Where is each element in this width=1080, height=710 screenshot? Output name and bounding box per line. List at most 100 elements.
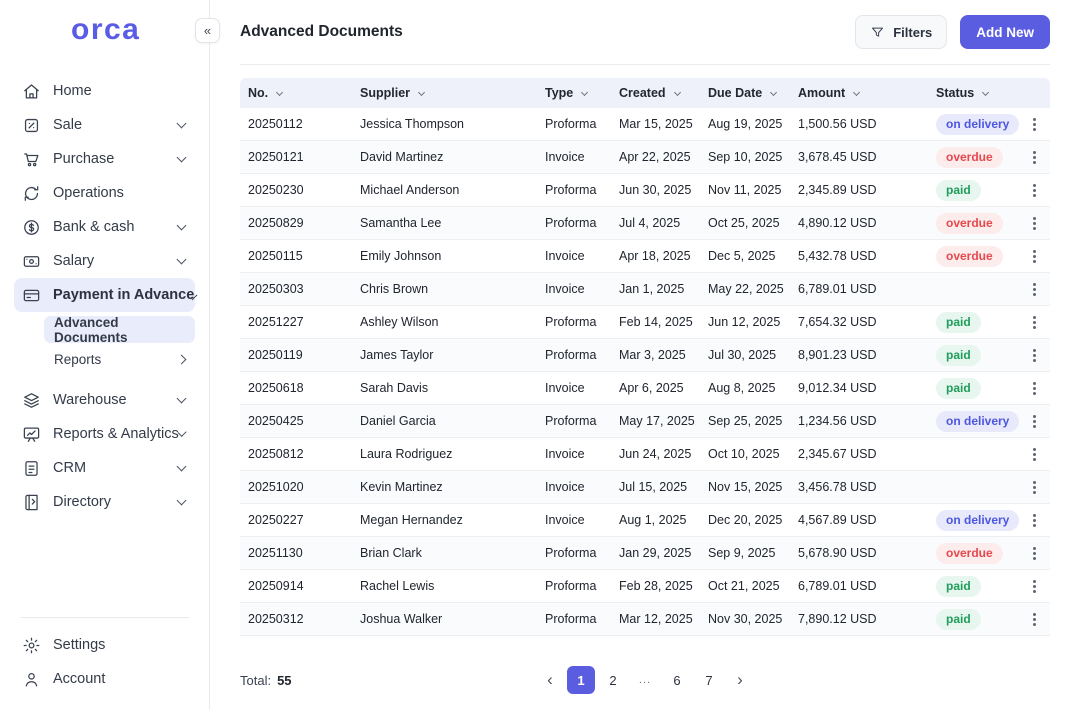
sidebar-item-reports-analytics[interactable]: Reports & Analytics	[14, 417, 195, 451]
column-header-status[interactable]: Status	[928, 86, 1022, 100]
kebab-dots	[1032, 485, 1036, 489]
sidebar-item-crm[interactable]: CRM	[14, 451, 195, 485]
sidebar-item-account[interactable]: Account	[14, 662, 195, 696]
cell-amount: 5,432.78 USD	[798, 249, 877, 263]
table-row: 20250312 Joshua Walker Proforma Mar 12, 202…	[240, 603, 1050, 636]
column-header-no[interactable]: No.	[240, 86, 352, 100]
column-label: Type	[545, 86, 574, 100]
row-actions-kebab-icon[interactable]	[1022, 145, 1046, 169]
pagination-page-7[interactable]: 7	[705, 672, 713, 688]
chevron-down-icon	[176, 461, 187, 472]
column-label: Due Date	[708, 86, 763, 100]
cell-no: 20250119	[248, 348, 303, 362]
status-badge: overdue	[936, 245, 1003, 267]
cell-created: Jul 4, 2025	[619, 216, 681, 230]
cell-amount: 5,678.90 USD	[798, 546, 877, 560]
sidebar-item-label: Warehouse	[53, 392, 127, 408]
sidebar-item-bank-cash[interactable]: Bank & cash	[14, 210, 195, 244]
sidebar-nav: Home Sale Purchase Operati	[0, 74, 209, 312]
sidebar-item-settings[interactable]: Settings	[14, 628, 195, 662]
table-body: 20250112 Jessica Thompson Proforma Mar 15, …	[240, 108, 1050, 636]
cell-created: Aug 1, 2025	[619, 513, 687, 527]
sidebar-item-label: Settings	[53, 637, 106, 653]
row-actions-kebab-icon[interactable]	[1022, 244, 1046, 268]
column-label: No.	[248, 86, 269, 100]
table-row: 20250812 Laura Rodriguez Invoice Jun 24, 20…	[240, 438, 1050, 471]
column-header-amount[interactable]: Amount	[790, 86, 928, 100]
status-badge: on delivery	[936, 113, 1020, 135]
column-header-supplier[interactable]: Supplier	[352, 86, 537, 100]
row-actions-kebab-icon[interactable]	[1022, 541, 1046, 565]
row-actions-kebab-icon[interactable]	[1022, 310, 1046, 334]
cell-created: Apr 22, 2025	[619, 150, 691, 164]
sidebar-item-home[interactable]: Home	[14, 74, 195, 108]
cell-status: overdue	[928, 542, 1022, 564]
pagination-next-button[interactable]: ›	[737, 670, 743, 689]
cell-type: Proforma	[545, 612, 597, 626]
sidebar: orca « Home Sale Purc	[0, 0, 220, 710]
row-actions-kebab-icon[interactable]	[1022, 376, 1046, 400]
pagination: ‹ 1 2... 6 7 ›	[537, 666, 753, 694]
chevron-down-icon	[176, 152, 187, 163]
crm-icon	[22, 459, 41, 478]
row-actions-kebab-icon[interactable]	[1022, 343, 1046, 367]
cell-due-date: Nov 15, 2025	[708, 480, 783, 494]
row-actions-kebab-icon[interactable]	[1022, 574, 1046, 598]
sidebar-item-directory[interactable]: Directory	[14, 485, 195, 519]
header-actions: Filters Add New	[855, 15, 1050, 49]
cell-amount: 4,890.12 USD	[798, 216, 877, 230]
sidebar-item-label: Sale	[53, 117, 83, 133]
row-actions-kebab-icon[interactable]	[1022, 112, 1046, 136]
pagination-page-2[interactable]: 2	[609, 672, 617, 688]
cell-status: paid	[928, 575, 1022, 597]
sidebar-item-payment-in-advance[interactable]: Payment in Advance	[14, 278, 198, 312]
sidebar-item-sale[interactable]: Sale	[14, 108, 195, 142]
sidebar-subitem-advanced-documents[interactable]: Advanced Documents	[44, 315, 195, 345]
cell-no: 20250112	[248, 117, 303, 131]
row-actions-kebab-icon[interactable]	[1022, 211, 1046, 235]
sidebar-collapse-button[interactable]: «	[195, 18, 220, 43]
cell-due-date: Sep 25, 2025	[708, 414, 783, 428]
sidebar-item-label: CRM	[53, 460, 87, 476]
column-header-created[interactable]: Created	[611, 86, 700, 100]
table-row: 20250914 Rachel Lewis Proforma Feb 28, 2025…	[240, 570, 1050, 603]
cell-amount: 8,901.23 USD	[798, 348, 877, 362]
table-footer: Total: 55 ‹ 1 2... 6 7 ›	[240, 662, 1050, 698]
cell-due-date: Nov 30, 2025	[708, 612, 783, 626]
cell-created: Jun 30, 2025	[619, 183, 692, 197]
column-header-due-date[interactable]: Due Date	[700, 86, 790, 100]
add-new-button[interactable]: Add New	[960, 15, 1050, 49]
sidebar-item-purchase[interactable]: Purchase	[14, 142, 195, 176]
cell-amount: 1,234.56 USD	[798, 414, 877, 428]
chevron-down-icon	[176, 393, 187, 404]
pagination-page-1[interactable]: 1	[567, 666, 595, 694]
cell-type: Invoice	[545, 480, 585, 494]
cell-no: 20250303	[248, 282, 304, 296]
cell-supplier: Sarah Davis	[360, 381, 429, 395]
sidebar-divider	[20, 617, 189, 618]
row-actions-kebab-icon[interactable]	[1022, 277, 1046, 301]
column-header-type[interactable]: Type	[537, 86, 611, 100]
row-actions-kebab-icon[interactable]	[1022, 508, 1046, 532]
cell-due-date: Nov 11, 2025	[708, 183, 782, 197]
row-actions-kebab-icon[interactable]	[1022, 442, 1046, 466]
sidebar-footer: Settings Account	[0, 617, 209, 696]
row-actions-kebab-icon[interactable]	[1022, 409, 1046, 433]
sort-chevron-icon	[581, 88, 589, 96]
row-actions-kebab-icon[interactable]	[1022, 475, 1046, 499]
filters-button[interactable]: Filters	[855, 15, 948, 49]
pagination-page-6[interactable]: 6	[673, 672, 681, 688]
sidebar-item-salary[interactable]: Salary	[14, 244, 195, 278]
cell-no: 20251130	[248, 546, 303, 560]
sidebar-item-warehouse[interactable]: Warehouse	[14, 383, 195, 417]
cell-type: Proforma	[545, 348, 597, 362]
sidebar-item-operations[interactable]: Operations	[14, 176, 195, 210]
sidebar-item-label: Account	[53, 671, 106, 687]
row-actions-kebab-icon[interactable]	[1022, 607, 1046, 631]
row-actions-kebab-icon[interactable]	[1022, 178, 1046, 202]
kebab-dots	[1032, 188, 1036, 192]
cell-amount: 3,678.45 USD	[798, 150, 877, 164]
documents-table: No. Supplier Type Created Due Date	[240, 78, 1050, 636]
sidebar-subitem-reports[interactable]: Reports	[44, 346, 195, 373]
pagination-prev-button[interactable]: ‹	[547, 670, 553, 689]
